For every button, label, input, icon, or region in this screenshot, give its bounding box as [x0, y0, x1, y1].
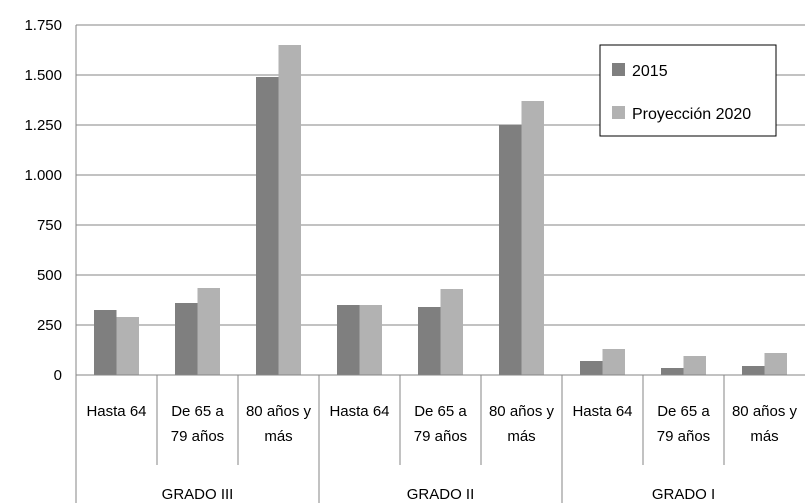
bar: [418, 307, 441, 375]
legend-label-proyeccion-2020: Proyección 2020: [632, 106, 751, 123]
bar: [359, 305, 382, 375]
x-category-label: 79 años: [414, 428, 467, 445]
x-category-label: 80 años y: [246, 403, 312, 420]
x-category-label: 80 años y: [732, 403, 798, 420]
bar: [580, 361, 603, 375]
x-category-label: De 65 a: [657, 403, 710, 420]
x-category-label: más: [264, 428, 292, 445]
x-category-label: De 65 a: [414, 403, 467, 420]
x-category-label: más: [750, 428, 778, 445]
x-category-label: más: [507, 428, 535, 445]
x-category-label: Hasta 64: [86, 403, 146, 420]
bar: [661, 368, 684, 375]
x-category-label: 80 años y: [489, 403, 555, 420]
y-tick-label: 1.750: [24, 17, 62, 34]
x-category-label: De 65 a: [171, 403, 224, 420]
gridlines: [76, 24, 805, 326]
x-group-label: GRADO II: [407, 486, 475, 503]
bars: [94, 45, 787, 375]
bar: [94, 310, 117, 375]
x-category-label: 79 años: [171, 428, 224, 445]
legend-box: [599, 44, 777, 137]
x-group-label: GRADO I: [652, 486, 715, 503]
y-tick-label: 1.250: [24, 117, 62, 134]
y-tick-label: 500: [37, 267, 62, 284]
legend-swatch-2015: [612, 63, 625, 76]
y-tick-label: 1.000: [24, 167, 62, 184]
legend: 2015 Proyección 2020: [599, 44, 777, 137]
y-tick-label: 1.500: [24, 67, 62, 84]
y-tick-label: 0: [54, 367, 62, 384]
bar: [440, 289, 463, 375]
x-category-label: 79 años: [657, 428, 710, 445]
bar: [116, 317, 139, 375]
bar: [278, 45, 301, 375]
bar: [602, 349, 625, 375]
legend-label-2015: 2015: [632, 63, 668, 80]
bar: [683, 356, 706, 375]
bar: [197, 288, 220, 375]
x-category-label: Hasta 64: [329, 403, 389, 420]
legend-swatch-proyeccion-2020: [612, 106, 625, 119]
bar: [337, 305, 360, 375]
x-group-label: GRADO III: [162, 486, 234, 503]
bar: [742, 366, 765, 375]
bar: [175, 303, 198, 375]
y-tick-label: 750: [37, 217, 62, 234]
bar: [521, 101, 544, 375]
x-axis: Hasta 64 De 65 a 79 años 80 años y más GRADO …: [75, 25, 805, 503]
x-category-label: Hasta 64: [572, 403, 632, 420]
y-tick-label: 250: [37, 317, 62, 334]
bar: [256, 77, 279, 375]
bar: [499, 125, 522, 375]
bar: [764, 353, 787, 375]
y-axis-ticks: 0 250 500 750 1.000 1.250 1.500 1.750: [24, 17, 62, 384]
